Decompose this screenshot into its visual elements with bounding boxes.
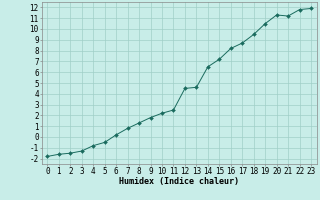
X-axis label: Humidex (Indice chaleur): Humidex (Indice chaleur) xyxy=(119,177,239,186)
